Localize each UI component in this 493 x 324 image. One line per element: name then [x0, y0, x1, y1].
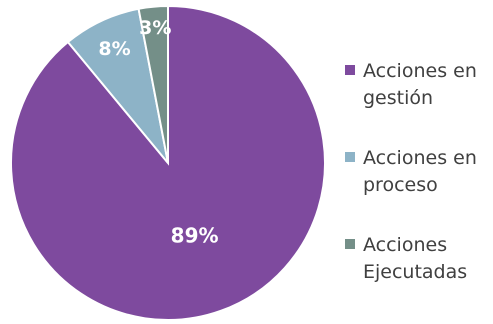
- legend-swatch-3: [345, 239, 355, 249]
- legend-swatch-2: [345, 152, 355, 162]
- legend-label-3-line-2: Ejecutadas: [363, 261, 467, 283]
- legend-label-1: Acciones en gestión: [363, 60, 477, 109]
- slice-label-2: 8%: [98, 38, 130, 60]
- legend-label-1-line-1: Acciones en: [363, 60, 477, 82]
- legend-swatch-1: [345, 65, 355, 75]
- legend-label-1-line-2: gestión: [363, 87, 433, 109]
- pie-slice-3: [137, 4, 169, 164]
- slice-label-3: 3%: [139, 17, 171, 39]
- legend-label-3-line-1: Acciones: [363, 234, 447, 256]
- slice-label-1: 89%: [171, 223, 219, 247]
- legend-label-2-line-2: proceso: [363, 174, 438, 196]
- legend-item-3: Acciones Ejecutadas: [345, 234, 467, 283]
- legend-label-3: Acciones Ejecutadas: [363, 234, 467, 283]
- pie-slices: [10, 4, 326, 321]
- legend-label-2: Acciones en proceso: [363, 147, 477, 196]
- legend-label-2-line-1: Acciones en: [363, 147, 477, 169]
- pie-slice-labels: 89% 8% 3%: [98, 17, 218, 247]
- legend-item-1: Acciones en gestión: [345, 60, 477, 109]
- legend-item-2: Acciones en proceso: [345, 147, 477, 196]
